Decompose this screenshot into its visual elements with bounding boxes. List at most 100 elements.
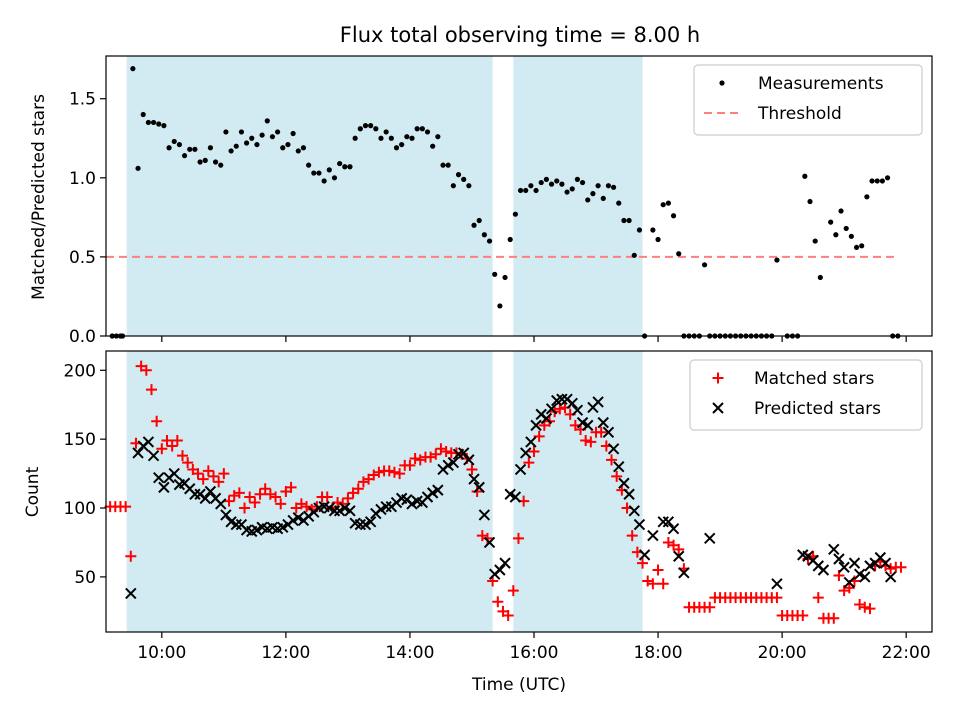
measurement-point (306, 162, 312, 168)
bottom-y-tick-label: 200 (64, 361, 96, 381)
top-legend-box (693, 64, 923, 136)
predicted-star-point (354, 518, 367, 531)
measurement-point (502, 274, 508, 281)
measurement-point (430, 143, 436, 149)
measurement-point (600, 195, 606, 201)
matched-star-point (409, 452, 421, 464)
measurement-point (150, 119, 157, 126)
matched-star-point (637, 557, 649, 569)
matched-star-point (166, 440, 178, 452)
matched-star-point (652, 564, 664, 576)
measurement-point (424, 129, 431, 135)
top-legend: Measurements Threshold (693, 64, 923, 136)
matched-star-point (507, 585, 519, 597)
matched-star-point (533, 430, 545, 442)
matched-star-point (151, 415, 163, 427)
matched-star-point (233, 487, 245, 499)
x-tick-label: 20:00 (758, 643, 807, 663)
matched-star-point (239, 502, 251, 514)
measurement-point (528, 183, 534, 189)
measurement-point (559, 181, 565, 187)
legend-label: Predicted stars (754, 399, 881, 419)
predicted-star-point (447, 456, 460, 469)
predicted-star-point (483, 536, 496, 549)
measurement-point (543, 176, 549, 182)
predicted-star-point (473, 481, 485, 494)
matched-star-point (285, 481, 297, 493)
predicted-star-point (833, 553, 845, 565)
measurement-point (879, 178, 885, 184)
measurement-point (383, 129, 389, 135)
predicted-star-point (215, 498, 227, 510)
matched-star-point (611, 470, 623, 482)
matched-star-point (373, 466, 385, 478)
top-panel: Matched/Predicted stars 0.0 0.5 1.0 1.5 Meas… (29, 55, 933, 347)
measurement-point (233, 143, 239, 149)
matched-star-point (812, 592, 824, 604)
measurement-point (774, 257, 780, 263)
matched-star-point (218, 468, 230, 480)
matched-star-point (202, 465, 214, 477)
predicted-star-point (848, 557, 861, 569)
top-observing-interval (126, 56, 493, 336)
measurement-point (595, 183, 601, 189)
measurement-point (264, 118, 270, 124)
matched-star-point (595, 426, 607, 438)
measurement-point (828, 219, 834, 225)
measurement-point (254, 141, 260, 148)
measurement-point (409, 135, 415, 141)
matched-star-point (585, 436, 597, 448)
measurement-point (419, 126, 425, 132)
measurement-point (357, 126, 363, 132)
chart-title: Flux total observing time = 8.00 h (340, 23, 700, 47)
measurement-point (585, 197, 591, 203)
measurement-point (523, 187, 529, 194)
matched-star-point (321, 491, 333, 503)
top-y-tick-label: 1.0 (69, 169, 96, 189)
bottom-y-tick-label: 100 (64, 499, 96, 519)
measurement-point (414, 126, 420, 132)
measurement-point (404, 134, 410, 140)
measurement-point (218, 162, 224, 168)
measurement-point (352, 135, 358, 141)
measurement-point (197, 159, 203, 165)
matched-star-point (523, 457, 535, 469)
matched-star-point (254, 488, 266, 500)
measurement-point (621, 217, 627, 224)
legend-label: Matched stars (754, 369, 874, 389)
measurement-point (461, 176, 467, 182)
x-tick-label: 12:00 (261, 643, 310, 663)
matched-star-point (673, 543, 685, 555)
matched-star-point (704, 601, 716, 613)
measurement-point (859, 243, 865, 249)
predicted-star-point (168, 467, 180, 480)
measurement-point (812, 238, 818, 244)
matched-star-point (182, 457, 194, 469)
measurement-point (605, 183, 612, 189)
predicted-star-point (344, 505, 356, 517)
measurement-point (636, 227, 643, 233)
matched-star-point (657, 578, 669, 590)
matched-star-point (843, 582, 855, 594)
measurement-point (342, 164, 348, 170)
measurement-point (238, 129, 245, 135)
matched-star-point (895, 561, 907, 573)
measurement-point (280, 145, 286, 151)
legend-predicted-marker (712, 402, 724, 414)
matched-star-point (828, 612, 840, 624)
matched-star-point (440, 446, 452, 458)
bottom-observing-interval (513, 351, 643, 632)
matched-star-point (177, 450, 189, 462)
measurement-point (843, 225, 849, 232)
measurement-point (202, 157, 208, 164)
measurement-point (590, 191, 596, 197)
matched-star-point (394, 468, 406, 480)
measurement-point (833, 232, 839, 238)
measurement-point (497, 303, 503, 309)
measurement-point (347, 164, 353, 170)
matched-star-point (249, 497, 261, 509)
predicted-star-point (592, 396, 604, 408)
measurement-point (701, 262, 708, 268)
measurement-point (817, 274, 823, 281)
matched-star-point (471, 486, 483, 497)
